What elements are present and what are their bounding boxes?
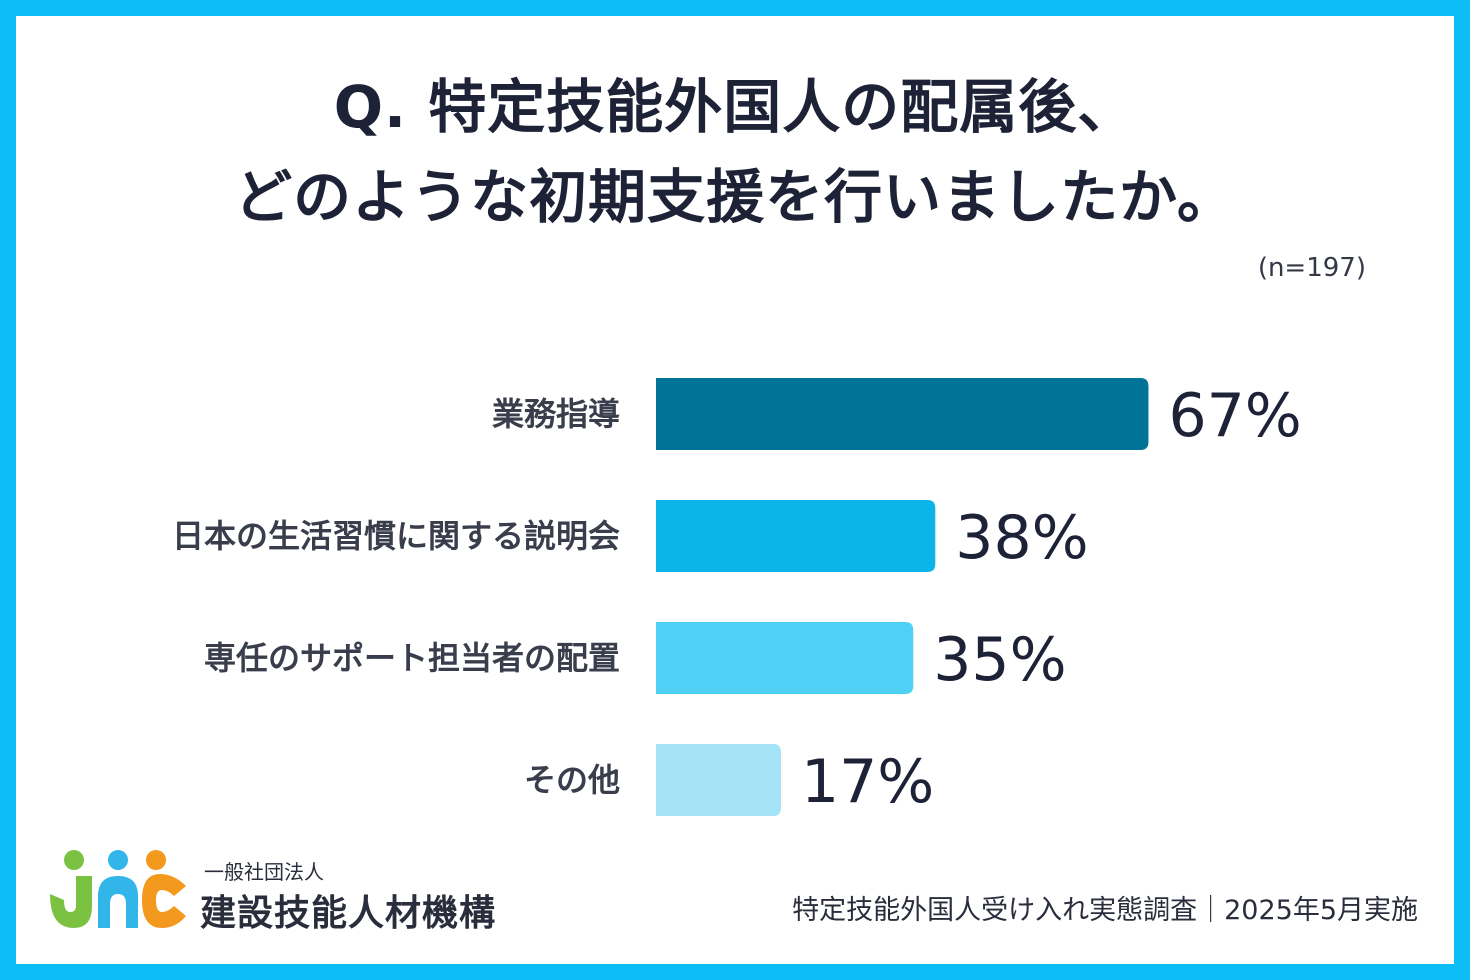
org-name-label: 建設技能人材機構: [200, 893, 497, 934]
bar-2: [656, 500, 936, 572]
org-logo-icon: [50, 850, 186, 928]
bar-4: [656, 744, 781, 816]
value-label-2: 38%: [955, 503, 1088, 573]
title-line-1: Q. 特定技能外国人の配属後、: [333, 73, 1137, 141]
bar-3: [656, 622, 914, 694]
source-note: 特定技能外国人受け入れ実態調査｜2025年5月実施: [792, 895, 1418, 926]
category-label-4: その他: [524, 761, 620, 799]
value-label-4: 17%: [801, 747, 934, 817]
sample-size-label: (n=197): [1257, 253, 1366, 283]
value-label-1: 67%: [1168, 381, 1301, 451]
value-label-3: 35%: [933, 625, 1066, 695]
bar-1: [656, 378, 1149, 450]
chart-title: Q. 特定技能外国人の配属後、 どのような初期支援を行いましたか。: [0, 62, 1470, 242]
title-line-2: どのような初期支援を行いましたか。: [234, 163, 1236, 231]
org-type-label: 一般社団法人: [204, 860, 324, 884]
category-label-2: 日本の生活習慣に関する説明会: [172, 517, 620, 555]
category-label-3: 専任のサポート担当者の配置: [204, 639, 620, 677]
category-label-1: 業務指導: [492, 395, 620, 433]
